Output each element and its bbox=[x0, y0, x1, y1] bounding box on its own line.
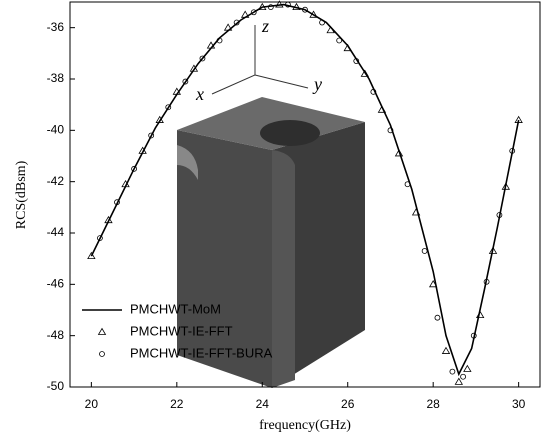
legend-label: PMCHWT-IE-FFT bbox=[130, 323, 233, 338]
marker-triangle bbox=[443, 348, 450, 354]
legend-symbol bbox=[100, 352, 105, 357]
marker-circle bbox=[450, 369, 455, 374]
marker-triangle bbox=[464, 366, 471, 372]
x-tick-label: 24 bbox=[256, 397, 270, 411]
x-tick-label: 30 bbox=[512, 397, 526, 411]
y-tick-label: -44 bbox=[47, 225, 65, 239]
marker-circle bbox=[435, 315, 440, 320]
y-tick-label: -46 bbox=[47, 277, 65, 291]
marker-circle bbox=[461, 374, 466, 379]
legend-label: PMCHWT-MoM bbox=[130, 301, 221, 316]
groove bbox=[272, 150, 295, 388]
y-tick-label: -50 bbox=[47, 379, 65, 393]
axis-name: y bbox=[312, 74, 322, 94]
marker-triangle bbox=[455, 378, 462, 384]
y-tick-label: -40 bbox=[47, 123, 65, 137]
hole bbox=[260, 120, 320, 146]
x-tick-label: 22 bbox=[170, 397, 184, 411]
axis-name: z bbox=[261, 16, 269, 36]
legend-symbol bbox=[99, 329, 106, 335]
y-axis-label: RCS(dBsm) bbox=[14, 160, 29, 229]
axis-arrow bbox=[212, 75, 255, 94]
chart: z x y frequency(GHz) RCS(dBsm) 20 22 24 26 2… bbox=[0, 0, 549, 441]
legend-label: PMCHWT-IE-FFT-BURA bbox=[130, 345, 273, 360]
axis-name: x bbox=[195, 84, 204, 104]
x-tick-label: 20 bbox=[85, 397, 99, 411]
y-tick-label: -36 bbox=[47, 20, 65, 34]
marker-circle bbox=[337, 38, 342, 43]
y-tick-label: -42 bbox=[47, 174, 65, 188]
y-tick-label: -38 bbox=[47, 71, 65, 85]
x-tick-label: 26 bbox=[341, 397, 355, 411]
y-tick-label: -48 bbox=[47, 328, 65, 342]
x-tick-label: 28 bbox=[427, 397, 441, 411]
axis-arrow bbox=[255, 75, 308, 88]
x-axis-label: frequency(GHz) bbox=[259, 418, 351, 433]
marker-circle bbox=[422, 248, 427, 253]
